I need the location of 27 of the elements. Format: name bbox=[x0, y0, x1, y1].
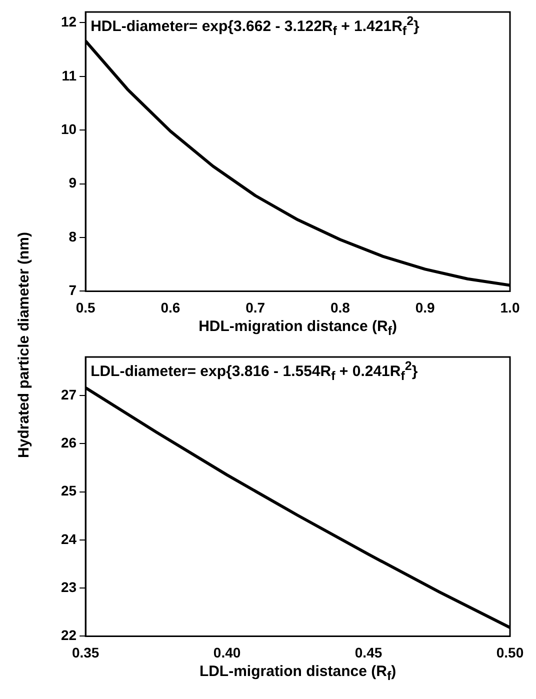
y-tick-label: 8 bbox=[68, 228, 77, 244]
y-tick-label: 9 bbox=[68, 174, 77, 191]
y-tick-label: 12 bbox=[60, 14, 77, 30]
x-tick-label: 0.8 bbox=[330, 299, 350, 316]
x-tick-label: 0.40 bbox=[213, 644, 241, 660]
y-tick-label: 23 bbox=[60, 578, 77, 595]
annotation: LDL-diameter= exp{3.816 - 1.554R$_{f}$ + 0.241R$_{f}$$^{2}$} bbox=[90, 359, 418, 383]
y-axis-title: Hydrated particle diameter (nm) bbox=[16, 232, 32, 458]
x-tick-label: 0.7 bbox=[246, 299, 266, 316]
y-tick-label: 22 bbox=[60, 627, 77, 644]
y-tick-label: 11 bbox=[62, 67, 77, 84]
y-tick-label: 25 bbox=[60, 482, 77, 499]
x-tick-label: 0.9 bbox=[415, 299, 436, 316]
x-tick-label: 0.45 bbox=[354, 644, 382, 660]
y-tick-label: 7 bbox=[68, 282, 77, 298]
x-tick-label: 0.5 bbox=[76, 299, 96, 316]
x-axis-title: LDL-migration distance (R$_{f}$) bbox=[199, 663, 396, 683]
y-tick-label: 10 bbox=[60, 120, 77, 137]
y-tick-label: 27 bbox=[60, 386, 77, 402]
x-tick-label: 0.6 bbox=[160, 299, 180, 316]
x-tick-label: 0.50 bbox=[496, 644, 524, 660]
x-axis-title: HDL-migration distance (R$_{f}$) bbox=[198, 318, 397, 338]
y-tick-label: 24 bbox=[60, 530, 77, 547]
x-tick-label: 0.35 bbox=[72, 644, 100, 660]
x-tick-label: 1.0 bbox=[500, 299, 520, 316]
annotation: HDL-diameter= exp{3.662 - 3.122R$_{f}$ + 1.421R$_{f}$$^{2}$} bbox=[90, 14, 420, 38]
y-tick-label: 26 bbox=[60, 434, 77, 451]
